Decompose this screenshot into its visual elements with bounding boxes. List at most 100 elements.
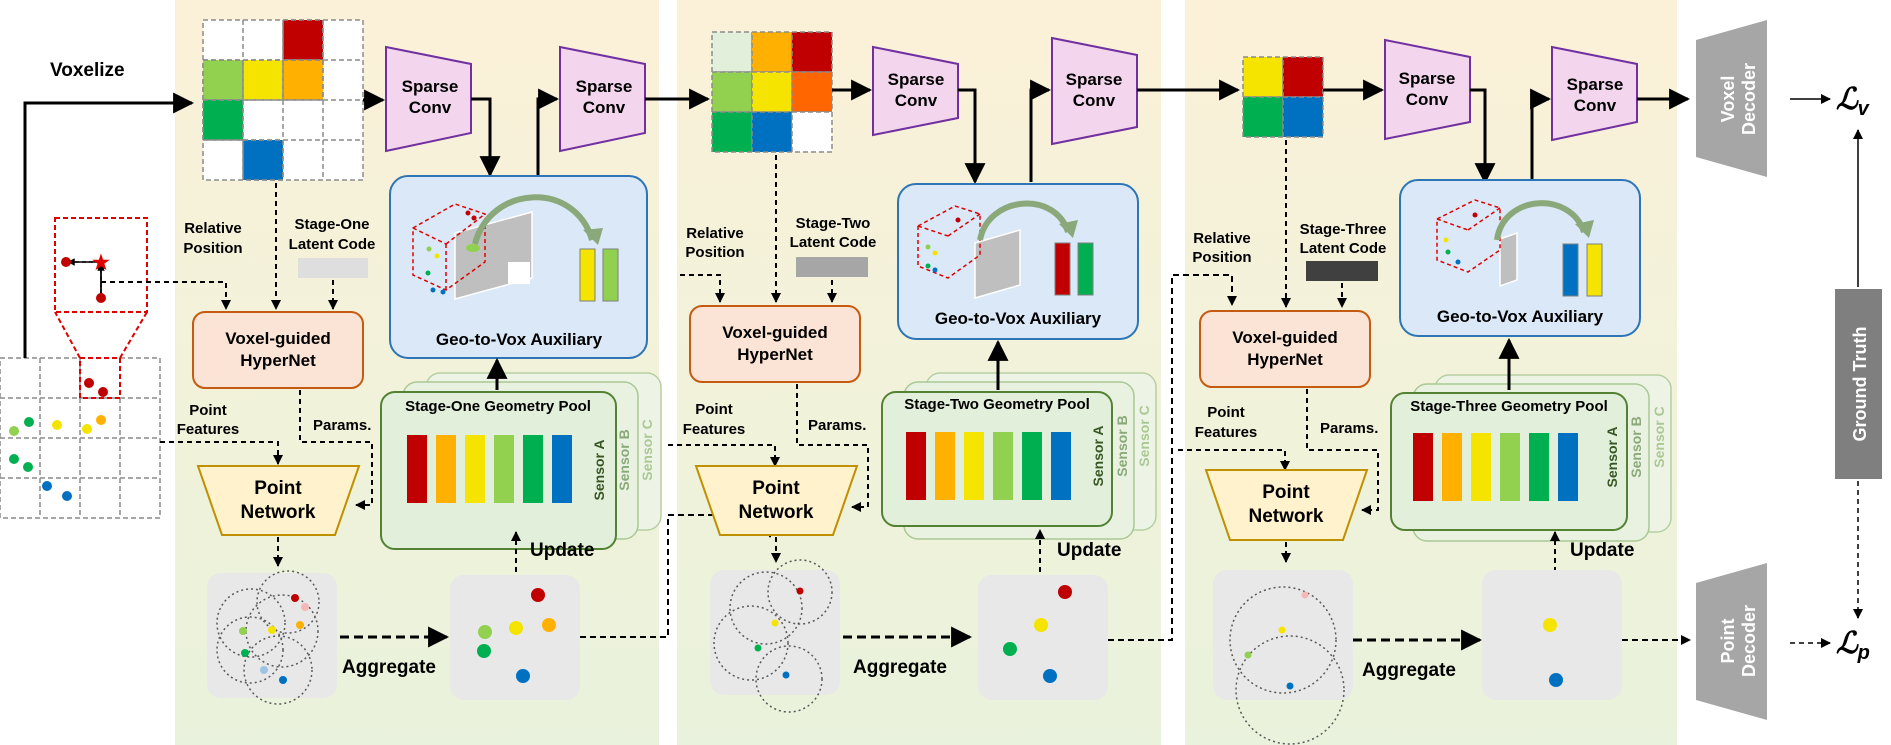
svg-text:Relative: Relative — [686, 225, 744, 242]
svg-text:Ground Truth: Ground Truth — [1850, 327, 1870, 442]
stage-one-update: Update — [530, 540, 594, 561]
ground-truth: Ground Truth — [1835, 289, 1882, 479]
point-loss: ℒp — [1836, 627, 1870, 664]
svg-text:Point: Point — [695, 401, 733, 418]
svg-text:HyperNet: HyperNet — [737, 345, 813, 364]
stage-one-point-features: Point — [189, 402, 227, 419]
svg-text:Point: Point — [254, 478, 302, 499]
stage-one-hypernet: Voxel-guided HyperNet — [192, 311, 364, 389]
svg-text:Params.: Params. — [808, 417, 866, 434]
stage-two-neighbourhoods — [710, 559, 840, 713]
svg-text:Features: Features — [683, 421, 746, 438]
stage-one-geo-to-vox: Geo-to-Vox Auxiliary — [389, 175, 648, 359]
svg-text:Aggregate: Aggregate — [1362, 660, 1456, 681]
stage-one-point-network: Point Network — [196, 465, 361, 536]
svg-text:Point: Point — [1262, 482, 1310, 503]
svg-text:Decoder: Decoder — [1739, 605, 1759, 677]
svg-text:Point: Point — [1207, 404, 1245, 421]
svg-text:Network: Network — [241, 502, 316, 523]
svg-text:Update: Update — [1057, 540, 1121, 561]
svg-text:Sensor C: Sensor C — [639, 419, 655, 480]
svg-text:Position: Position — [685, 244, 744, 261]
svg-text:Sensor C: Sensor C — [1651, 406, 1667, 467]
stage-one-voxel-grid — [202, 19, 364, 181]
stage-one-sparse-conv-2: Sparse Conv — [559, 45, 646, 153]
stage-one-relative-position: Relative — [184, 220, 242, 237]
stage-two-aggregated-points — [978, 575, 1108, 700]
svg-text:Params.: Params. — [1320, 420, 1378, 437]
stage-two-voxel-grid — [711, 31, 833, 153]
svg-text:Features: Features — [177, 421, 240, 438]
svg-text:Update: Update — [1570, 540, 1634, 561]
svg-text:Geo-to-Vox Auxiliary: Geo-to-Vox Auxiliary — [436, 330, 603, 349]
svg-text:Sensor A: Sensor A — [1604, 427, 1620, 488]
svg-text:Sensor B: Sensor B — [1628, 416, 1644, 477]
stage-two-geo-to-vox: Geo-to-Vox Auxiliary — [897, 183, 1139, 340]
voxelize-label: Voxelize — [50, 60, 125, 81]
svg-text:Conv: Conv — [1574, 96, 1617, 115]
svg-text:Voxel-guided: Voxel-guided — [722, 323, 827, 342]
svg-text:Sparse: Sparse — [402, 77, 459, 96]
stage-one-latent-code-label: Stage-One — [294, 216, 369, 233]
stage-three-sparse-conv-2: Sparse Conv — [1551, 45, 1638, 142]
svg-text:Network: Network — [739, 502, 814, 523]
svg-text:Stage-Three: Stage-Three — [1300, 221, 1387, 238]
stage-one-params: Params. — [313, 417, 371, 434]
stage-one-aggregate: Aggregate — [342, 657, 436, 678]
stage-three-neighbourhoods — [1213, 570, 1353, 745]
svg-text:★: ★ — [92, 252, 110, 274]
point-decoder: Point Decoder — [1696, 563, 1767, 720]
stage-two: Sparse Conv Sparse Conv Geo-to — [668, 31, 1241, 713]
svg-text:Features: Features — [1195, 424, 1258, 441]
svg-text:Conv: Conv — [1406, 90, 1449, 109]
svg-text:Conv: Conv — [895, 91, 938, 110]
svg-text:Geo-to-Vox Auxiliary: Geo-to-Vox Auxiliary — [935, 309, 1102, 328]
svg-text:Position: Position — [1192, 249, 1251, 266]
svg-text:HyperNet: HyperNet — [1247, 350, 1323, 369]
svg-text:Voxel-guided: Voxel-guided — [225, 329, 330, 348]
stage-three-sparse-conv-1: Sparse Conv — [1384, 38, 1471, 141]
svg-text:Sensor A: Sensor A — [1090, 426, 1106, 487]
stage-three-geometry-pool: Stage-Three Geometry Pool Sensor A Senso… — [1390, 374, 1672, 542]
stage-one-latent-code — [298, 258, 368, 278]
svg-text:Sparse: Sparse — [1567, 75, 1624, 94]
svg-text:Point: Point — [752, 478, 800, 499]
svg-text:Relative: Relative — [1193, 230, 1251, 247]
svg-text:Conv: Conv — [583, 98, 626, 117]
svg-text:Stage-Three Geometry Pool: Stage-Three Geometry Pool — [1410, 398, 1608, 415]
voxelize-arrow — [23, 92, 195, 358]
stage-two-sparse-conv-2: Sparse Conv — [1051, 36, 1138, 146]
stage-two-geometry-pool: Stage-Two Geometry Pool Sensor A Sensor … — [881, 372, 1157, 540]
stage-three: Sparse Conv Sparse Conv Geo-to-Vox Au — [1178, 38, 1691, 745]
svg-text:Sensor C: Sensor C — [1136, 405, 1152, 466]
stage-three-point-network: Point Network — [1204, 469, 1369, 541]
svg-text:Decoder: Decoder — [1739, 63, 1759, 135]
svg-text:Sparse: Sparse — [576, 77, 633, 96]
svg-text:Voxel: Voxel — [1718, 76, 1738, 123]
stage-three-aggregated-points — [1482, 570, 1622, 700]
stage-one-geometry-pool: Stage-One Geometry Pool Sensor A Sensor … — [380, 372, 662, 550]
zoom-inset: ★ — [54, 217, 148, 359]
svg-text:Sensor A: Sensor A — [591, 440, 607, 501]
svg-text:Sparse: Sparse — [1066, 70, 1123, 89]
svg-text:Stage-One Geometry Pool: Stage-One Geometry Pool — [405, 398, 591, 415]
svg-text:Geo-to-Vox Auxiliary: Geo-to-Vox Auxiliary — [1437, 307, 1604, 326]
svg-text:Conv: Conv — [1073, 91, 1116, 110]
stage-two-hypernet: Voxel-guided HyperNet — [689, 305, 861, 383]
voxel-loss: ℒv — [1836, 83, 1871, 120]
svg-text:Stage-Two: Stage-Two — [796, 215, 871, 232]
svg-text:Network: Network — [1249, 506, 1324, 527]
stage-three-geo-to-vox: Geo-to-Vox Auxiliary — [1399, 179, 1641, 337]
svg-text:Voxel-guided: Voxel-guided — [1232, 328, 1337, 347]
stage-two-latent-code — [796, 257, 868, 277]
svg-text:Position: Position — [183, 240, 242, 257]
stage-two-point-network: Point Network — [694, 465, 859, 536]
stage-one-sparse-conv-1: Sparse Conv Sparse Conv — [385, 45, 472, 153]
stage-one-aggregated-points — [450, 575, 580, 700]
svg-text:Point: Point — [1718, 619, 1738, 664]
svg-text:Latent Code: Latent Code — [289, 236, 376, 253]
stage-three-voxel-grid — [1242, 56, 1324, 138]
svg-text:Sensor B: Sensor B — [616, 429, 632, 490]
stage-two-sparse-conv-1: Sparse Conv — [872, 45, 959, 137]
